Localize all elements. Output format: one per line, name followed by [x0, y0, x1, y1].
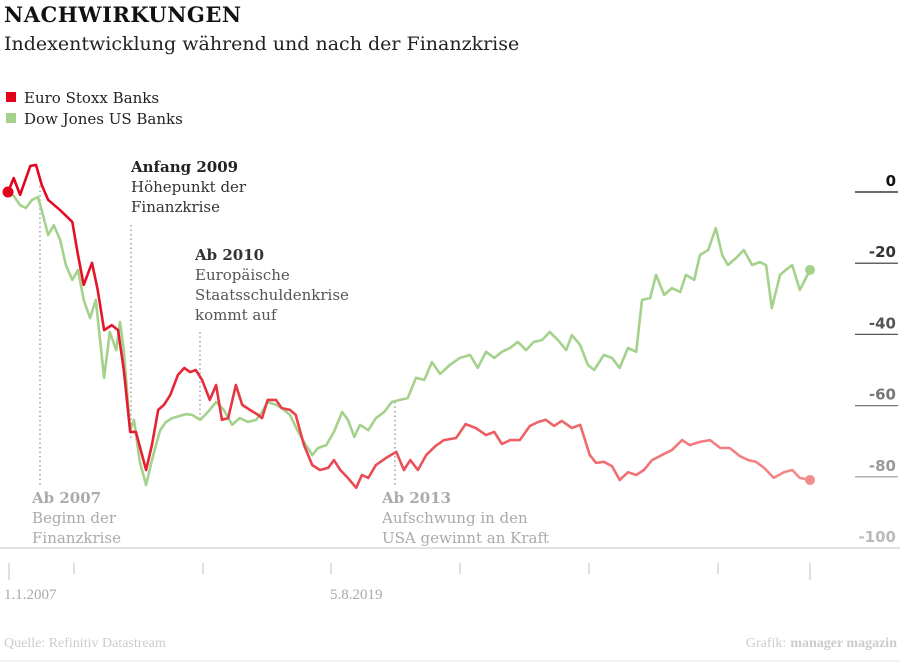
annotation-2013-line: USA gewinnt an Kraft — [382, 529, 549, 547]
series-lines — [2, 163, 815, 490]
annotation-2007-line: Finanzkrise — [32, 529, 121, 547]
annotation-2009-head: Anfang 2009 — [130, 158, 238, 176]
annotation-2010-head: Ab 2010 — [194, 246, 264, 264]
euro-stoxx-banks-line — [6, 163, 811, 490]
y-tick-label: -20 — [869, 243, 896, 261]
y-tick-label: -40 — [869, 314, 896, 332]
annotation-2007-line: Beginn der — [32, 509, 117, 527]
euro-stoxx-banks-end-point — [805, 475, 815, 486]
legend-label-dow: Dow Jones US Banks — [24, 110, 183, 128]
credit-prefix: Grafik: — [746, 636, 786, 651]
y-tick-label: 0 — [886, 172, 896, 190]
annotation-2013-head: Ab 2013 — [381, 489, 451, 507]
dow-jones-us-banks-line — [7, 190, 812, 487]
dow-jones-us-banks-end-point — [805, 264, 815, 275]
x-axis-ticks — [8, 563, 811, 580]
source-note: Quelle: Refinitiv Datastream — [4, 636, 166, 651]
legend-swatch-euro — [6, 92, 16, 102]
chart-subtitle: Indexentwicklung während und nach der Fi… — [4, 33, 519, 55]
y-axis: 0 -20 -40 -60 -80 -100 — [855, 172, 898, 546]
credit: Grafik: manager magazin — [746, 636, 897, 651]
chart-title: NACHWIRKUNGEN — [4, 2, 242, 27]
annotation-2010-line: Staatsschuldenkrise — [195, 286, 349, 304]
legend-label-euro: Euro Stoxx Banks — [24, 89, 159, 107]
annotation-2010-line: Europäische — [195, 266, 290, 284]
x-tick-label-start: 1.1.2007 — [4, 587, 57, 603]
annotation-2009-line: Finanzkrise — [131, 198, 220, 216]
x-tick-label-mid: 5.8.2019 — [330, 587, 383, 603]
y-tick-label: -80 — [869, 457, 896, 475]
annotation-2007-head: Ab 2007 — [31, 489, 101, 507]
y-tick-label: -60 — [869, 386, 896, 404]
start-point — [2, 186, 14, 198]
y-tick-label: -100 — [858, 528, 896, 546]
legend-swatch-dow — [6, 113, 16, 123]
annotations: Anfang 2009 Höhepunkt der Finanzkrise Ab… — [31, 158, 549, 547]
legend: Euro Stoxx Banks Dow Jones US Banks — [6, 89, 183, 128]
credit-brand: manager magazin — [790, 636, 897, 651]
annotation-2009-line: Höhepunkt der — [131, 178, 247, 196]
annotation-2013-line: Aufschwung in den — [381, 509, 528, 527]
annotation-2010-line: kommt auf — [195, 306, 278, 324]
